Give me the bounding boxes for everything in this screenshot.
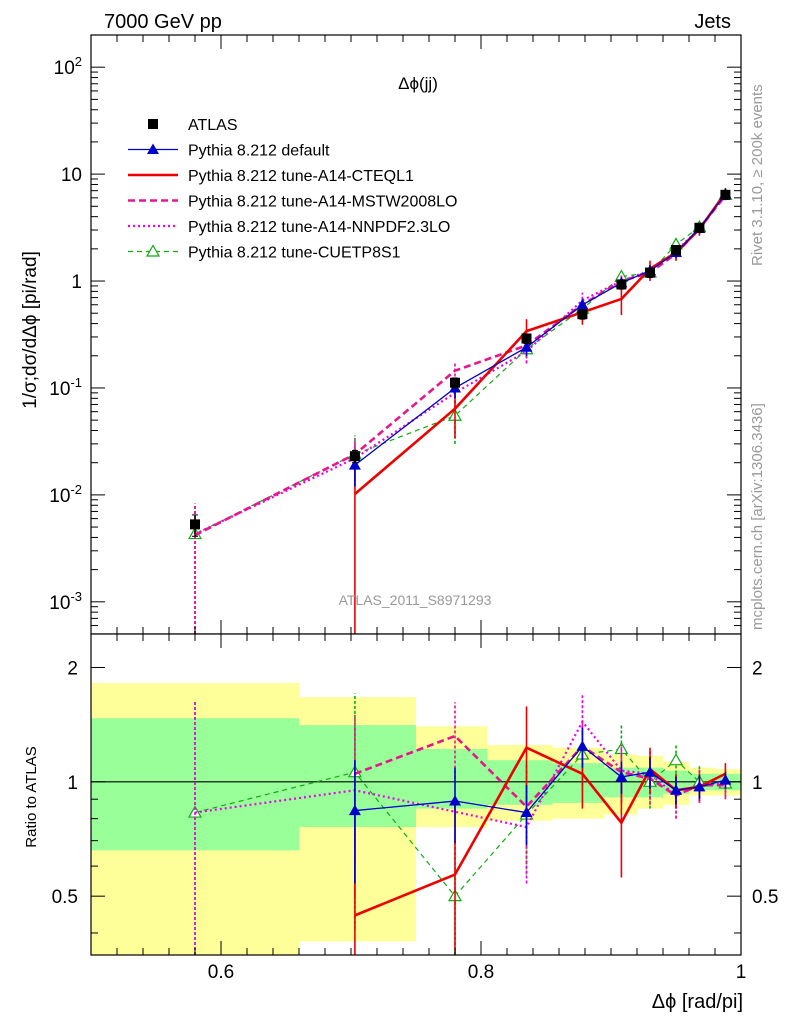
default-marker [449,795,461,806]
ratio-frame [90,633,742,956]
ratio-series [187,693,733,955]
mstw-line [194,194,727,537]
mcplots-label: mcplots.cern.ch [arXiv:1306.3436] [749,403,766,630]
x-axis-label: Δϕ [rad/pi] [652,991,743,1013]
y-tick-label: 102 [54,54,82,79]
analysis-id: ATLAS_2011_S8971293 [339,592,492,608]
x-tick-label: 1 [736,962,747,983]
header-left: 7000 GeV pp [104,11,222,33]
main-y-label: 1/σ;dσ/dΔϕ [pi/rad] [20,251,41,409]
default-marker [576,298,589,310]
ratio-axes: 0.5 0.5 1 1 2 2 0.6 0.8 1 [52,633,778,983]
header-right: Jets [694,11,731,33]
atlas-marker [521,333,532,344]
legend-label-atlas: ATLAS [188,117,238,134]
legend-swatch-atlas [148,119,158,129]
legend: ATLAS Pythia 8.212 default Pythia 8.212 tu… [128,117,457,262]
cuetp8s1-marker [668,752,684,766]
legend-label-cuetp8s1: Pythia 8.212 tune-CUETP8S1 [188,245,401,262]
atlas-marker [720,189,731,200]
ratio-panel [91,634,741,955]
ratio-y-tick-label-right: 2 [752,658,763,679]
legend-marker-default [147,143,159,154]
main-series [187,187,733,634]
default-marker [348,459,361,470]
nnpdf-line [194,193,727,536]
y-tick-label: 10-3 [49,589,82,614]
x-tick-label: 0.8 [468,962,494,983]
ratio-y-tick-label-left: 2 [67,658,78,679]
band-inner [416,749,488,809]
default-marker [670,784,682,795]
legend-label-mstw: Pythia 8.212 tune-A14-MSTW2008LO [188,194,457,211]
atlas-marker [577,309,588,320]
atlas-marker [450,377,460,388]
ratio-y-label: Ratio to ATLAS [23,746,40,847]
rivet-label: Rivet 3.1.10, ≥ 200k events [749,84,766,266]
chart-title: Δϕ(jj) [398,74,438,93]
ratio-y-tick-label-right: 0.5 [752,887,778,908]
legend-label-nnpdf: Pythia 8.212 tune-A14-NNPDF2.3LO [188,219,450,236]
atlas-marker [616,279,627,290]
legend-label-cteql1: Pythia 8.212 tune-A14-CTEQL1 [188,168,414,185]
x-tick-label: 0.6 [208,962,234,983]
legend-marker-cuetp8s1 [145,244,161,257]
cuetp8s1-line [194,748,726,897]
ratio-y-tick-label-right: 1 [752,773,763,794]
default-marker [348,804,361,816]
y-tick-label: 1 [71,272,82,293]
ratio-y-tick-label-left: 1 [67,773,78,794]
atlas-marker [645,267,655,278]
atlas-marker [694,222,705,233]
atlas-marker [671,245,681,256]
default-marker [644,766,656,777]
default-marker [576,740,589,751]
y-tick-label: 10-1 [49,375,82,400]
default-marker [520,341,533,352]
atlas-marker [349,451,360,462]
ratio-y-tick-label-left: 0.5 [52,887,78,908]
y-tick-label: 10-2 [49,482,82,507]
default-marker [520,806,533,818]
y-tick-label: 10 [61,165,82,186]
legend-label-default: Pythia 8.212 default [188,143,330,160]
default-marker [615,770,628,782]
atlas-marker [190,519,200,530]
default-marker [693,780,706,792]
